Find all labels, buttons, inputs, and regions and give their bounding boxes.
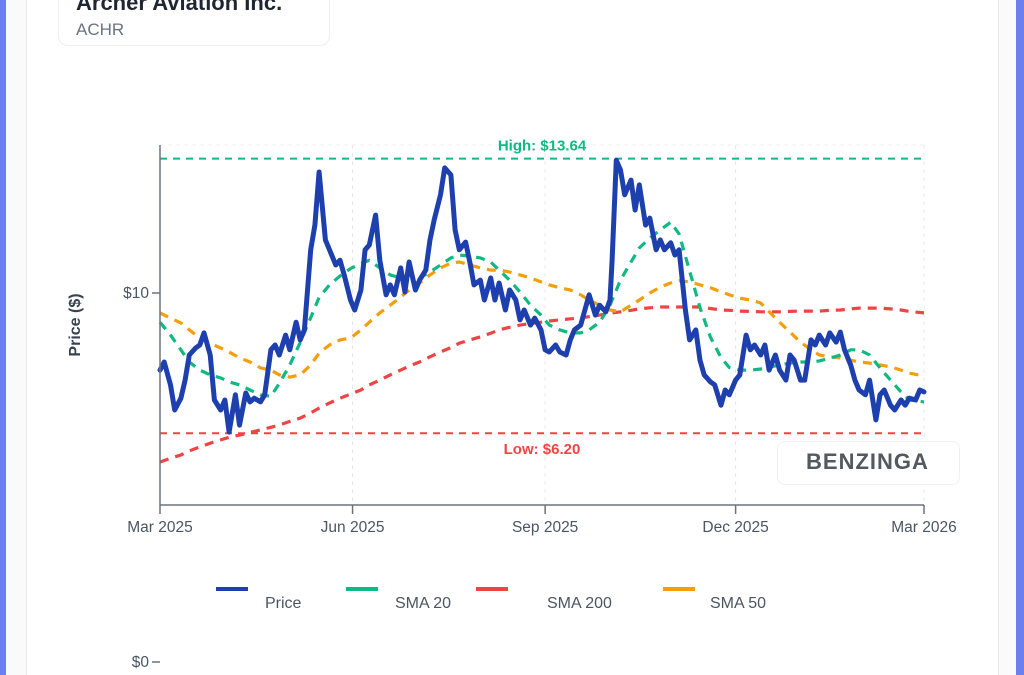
reference-labels: High: $13.64 Low: $6.20	[498, 138, 587, 459]
legend-item-sma50[interactable]: SMA 50	[663, 587, 766, 612]
reference-lines	[160, 157, 924, 435]
legend-label: SMA 50	[710, 595, 766, 612]
y-tick-label: $10	[123, 285, 149, 302]
y-axis-ticks: $10 $0	[123, 285, 160, 671]
y-tick-label: $0	[132, 654, 150, 671]
low-label: Low: $6.20	[504, 441, 581, 458]
legend-label: Price	[265, 595, 302, 612]
x-tick-label: Dec 2025	[702, 519, 768, 536]
x-tick-label: Mar 2026	[891, 519, 956, 536]
x-tick-label: Jun 2025	[321, 519, 385, 536]
legend-item-price[interactable]: Price	[216, 587, 302, 612]
y-axis-title: Price ($)	[67, 293, 84, 356]
legend-label: SMA 200	[547, 595, 612, 612]
axes	[159, 145, 924, 506]
legend-item-sma20[interactable]: SMA 20	[346, 587, 451, 612]
benzinga-watermark: BENZINGA	[806, 449, 929, 474]
header-card	[58, 0, 330, 46]
high-label: High: $13.64	[498, 138, 587, 155]
series-lines	[157, 157, 927, 464]
legend-item-sma200[interactable]: SMA 200	[476, 587, 612, 612]
watermark-box	[777, 441, 960, 485]
legend: Price SMA 20 SMA 200 SMA 50	[216, 587, 766, 612]
ticker-symbol: ACHR	[76, 20, 125, 39]
series-price	[157, 157, 927, 435]
company-name: Archer Aviation Inc.	[76, 0, 283, 15]
x-tick-label: Sep 2025	[512, 519, 578, 536]
x-tick-label: Mar 2025	[127, 519, 192, 536]
x-axis-ticks: Mar 2025 Jun 2025 Sep 2025 Dec 2025 Mar 2026	[127, 505, 957, 536]
legend-label: SMA 20	[395, 595, 451, 612]
